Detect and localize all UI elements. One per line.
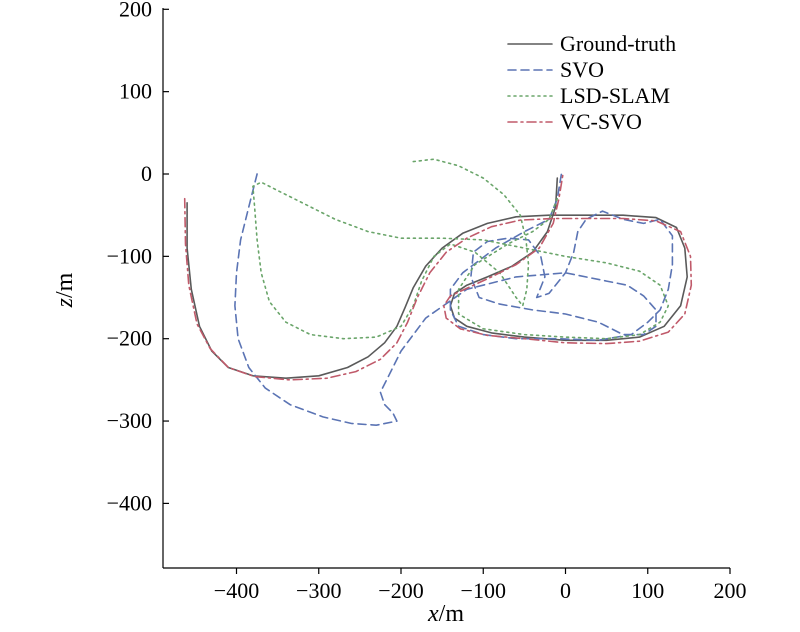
y-axis-label: z/m (52, 272, 78, 308)
series-line-lsd-slam (252, 158, 670, 340)
y-tick-label: −200 (107, 326, 152, 351)
series-line-vc-svo (183, 173, 693, 381)
y-axis-unit: /m (52, 272, 78, 298)
x-axis-var: x (427, 601, 439, 627)
series-layer (183, 158, 693, 427)
x-axis-label: x/m (427, 601, 464, 627)
x-tick-label: −100 (461, 578, 506, 603)
y-tick-label: 200 (119, 0, 152, 21)
legend-label-svo: SVO (560, 57, 604, 82)
legend-label-ground-truth: Ground-truth (560, 31, 676, 56)
x-tick-label: −400 (214, 578, 259, 603)
x-tick-label: 0 (560, 578, 571, 603)
x-axis-unit: /m (439, 601, 465, 627)
x-tick-label: 200 (714, 578, 747, 603)
y-ticks: 200 100 0 −100 −200 −300 −400 (107, 0, 169, 515)
series-line-ground-truth (186, 177, 689, 380)
y-tick-label: −100 (107, 243, 152, 268)
y-tick-label: −400 (107, 490, 152, 515)
y-tick-label: 0 (141, 161, 152, 186)
legend-label-vc-svo: VC-SVO (560, 109, 642, 134)
x-tick-label: −200 (378, 578, 423, 603)
x-ticks: −400 −300 −200 −100 0 100 200 (214, 568, 747, 603)
y-axis-var: z (52, 297, 78, 308)
legend-label-lsd-slam: LSD-SLAM (560, 83, 670, 108)
x-tick-label: −300 (296, 578, 341, 603)
x-tick-label: 100 (631, 578, 664, 603)
axes (162, 8, 730, 569)
y-tick-label: −300 (107, 408, 152, 433)
series-line-svo (234, 173, 674, 427)
y-tick-label: 100 (119, 79, 152, 104)
